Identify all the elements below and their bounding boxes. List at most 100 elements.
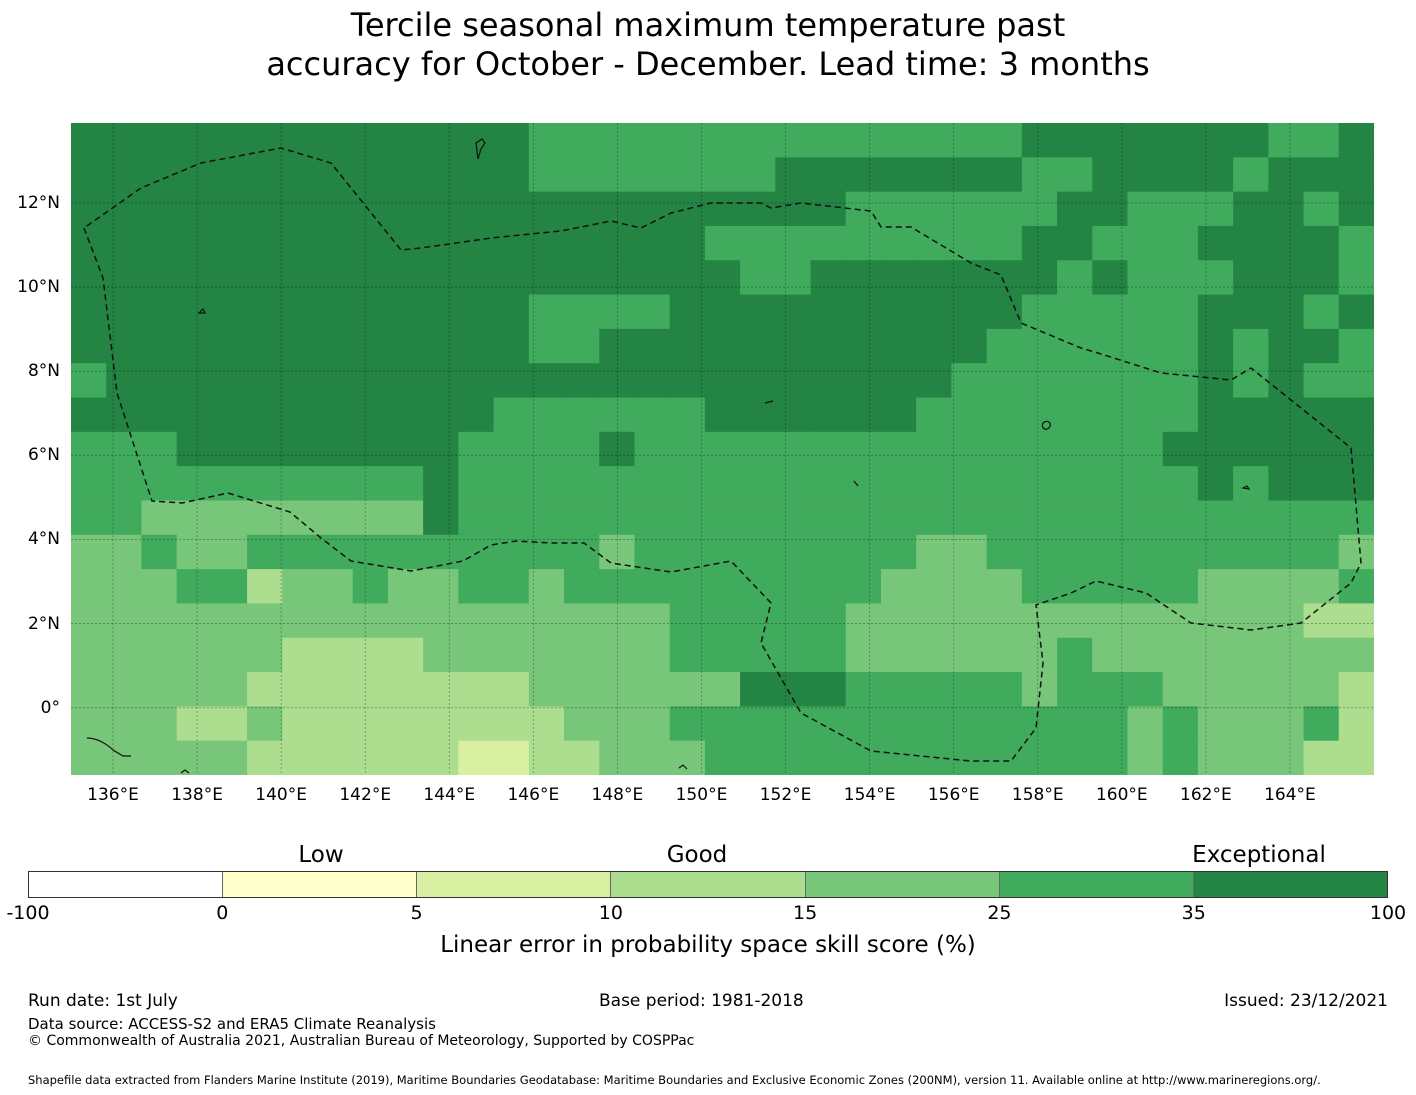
skill-cell [1197,363,1234,399]
skill-cell [1127,363,1164,399]
skill-cell [669,500,706,536]
skill-cell [704,431,741,467]
skill-cell [740,672,776,707]
skill-cell [1092,225,1129,261]
skill-cell [423,294,459,330]
skill-cell [880,603,917,639]
skill-cell [1197,294,1234,330]
skill-cell [1268,466,1305,502]
skill-cell [106,294,143,330]
skill-cell [282,191,319,227]
skill-cell [1057,397,1093,433]
skill-cell [599,466,636,502]
skill-cell [845,397,882,433]
skill-score-map [71,123,1374,775]
skill-cell [71,123,107,158]
skill-cell [1268,328,1305,364]
skill-cell [282,431,319,467]
skill-cell [317,294,354,330]
skill-cell [176,740,213,775]
skill-cell [986,569,1023,605]
skill-cell [1303,431,1340,467]
skill-cell [1162,225,1199,261]
skill-cell [1092,672,1129,707]
skill-cell [1268,672,1305,707]
skill-cell [317,500,354,536]
skill-cell [176,363,213,399]
skill-cell [951,328,988,364]
skill-cell [669,123,706,158]
skill-cell [387,706,424,742]
skill-cell [1127,328,1164,364]
skill-cell [1162,569,1199,605]
skill-cell [528,431,565,467]
skill-cell [1162,328,1199,364]
skill-cell [740,569,776,605]
skill-cell [880,294,917,330]
skill-cell [986,363,1023,399]
skill-cell [1268,534,1305,570]
skill-cell [1127,534,1164,570]
skill-cell [775,225,812,261]
skill-cell [1233,672,1269,707]
skill-cell [880,500,917,536]
skill-cell [951,603,988,639]
skill-cell [775,534,812,570]
skill-cell [528,397,565,433]
skill-cell [493,363,530,399]
skill-cell [211,534,248,570]
skill-cell [282,123,319,158]
skill-cell [317,363,354,399]
skill-cell [458,431,495,467]
x-tick-label: 136°E [87,785,139,805]
skill-cell [880,706,917,742]
skill-cell [247,603,283,639]
skill-cell [740,431,776,467]
title-line-2: accuracy for October - December. Lead ti… [266,45,1150,83]
skill-cell [634,363,671,399]
skill-cell [352,260,389,296]
skill-cell [387,466,424,502]
skill-cell [704,260,741,296]
colorbar-tick-label: 15 [793,902,818,924]
skill-cell [1303,225,1340,261]
skill-cell [704,603,741,639]
skill-cell [634,500,671,536]
x-tick-label: 158°E [1011,785,1064,805]
skill-cell [141,397,178,433]
skill-cell [247,157,283,193]
skill-cell [317,123,354,158]
skill-cell [352,225,389,261]
skill-cell [387,260,424,296]
skill-cell [458,397,495,433]
skill-cell [493,672,530,707]
skill-cell [1162,672,1199,707]
skill-cell [528,294,565,330]
skill-cell [141,672,178,707]
skill-cell [176,706,213,742]
skill-cell [1162,466,1199,502]
skill-cell [845,603,882,639]
skill-cell [71,466,107,502]
skill-cell [599,123,636,158]
skill-cell [775,157,812,193]
skill-cell [282,225,319,261]
skill-cell [247,225,283,261]
skill-cell [1233,294,1269,330]
skill-cell [176,123,213,158]
skill-cell [1021,328,1058,364]
shapefile-credit: Shapefile data extracted from Flanders M… [28,1073,1321,1087]
skill-cell [1338,466,1374,502]
colorbar-segment [417,872,612,897]
skill-cell [951,740,988,775]
skill-cell [951,534,988,570]
base-period: Base period: 1981-2018 [599,991,804,1011]
skill-cell [387,672,424,707]
skill-cell [1233,466,1269,502]
skill-cell [282,672,319,707]
skill-cell [211,397,248,433]
skill-cell [1162,191,1199,227]
x-tick-label: 162°E [1180,785,1232,805]
skill-cell [1303,466,1340,502]
skill-cell [1021,637,1058,673]
